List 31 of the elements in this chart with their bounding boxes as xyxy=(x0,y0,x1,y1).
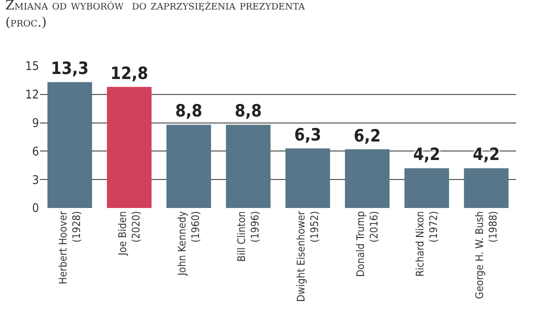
data-label: 4,2 xyxy=(472,145,500,166)
x-tick-label: Donald Trump (2016) xyxy=(354,211,380,277)
data-label: 8,8 xyxy=(234,102,262,122)
x-tick-label: Dwight Eisenhower (1952) xyxy=(295,210,321,302)
x-tick-label: George H. W. Bush (1988) xyxy=(474,211,500,299)
data-label: 4,2 xyxy=(413,145,440,166)
x-tick-label: Joe Biden (2020) xyxy=(116,211,142,256)
x-tick-label: Herbert Hoover (1928) xyxy=(57,210,83,284)
data-label: 6,3 xyxy=(294,125,322,146)
x-tick-label: Richard Nixon (1972) xyxy=(414,211,440,277)
data-label: 8,8 xyxy=(175,102,202,122)
bar xyxy=(47,82,92,208)
y-tick-label: 12 xyxy=(25,88,39,102)
bar xyxy=(106,86,152,208)
y-tick-label: 0 xyxy=(32,201,40,216)
data-label: 6,2 xyxy=(354,126,381,146)
data-label: 12,8 xyxy=(110,64,148,84)
y-tick-label: 6 xyxy=(32,144,40,158)
x-tick-label: Bill Clinton (1996) xyxy=(236,211,262,262)
data-label: 13,3 xyxy=(50,59,89,80)
y-tick-label: 15 xyxy=(25,59,39,74)
x-tick-label: John Kennedy (1960) xyxy=(176,210,202,277)
y-tick-label: 3 xyxy=(32,172,39,187)
bar xyxy=(285,148,330,208)
chart-subtitle: Zmiana od wyborów do zaprzysiężenia prezydenta (proc.) xyxy=(5,0,306,30)
bar xyxy=(344,149,390,208)
y-tick-label: 9 xyxy=(32,116,40,130)
bar xyxy=(226,124,271,208)
bar xyxy=(464,168,509,208)
bar xyxy=(166,124,212,208)
bar xyxy=(404,168,450,208)
